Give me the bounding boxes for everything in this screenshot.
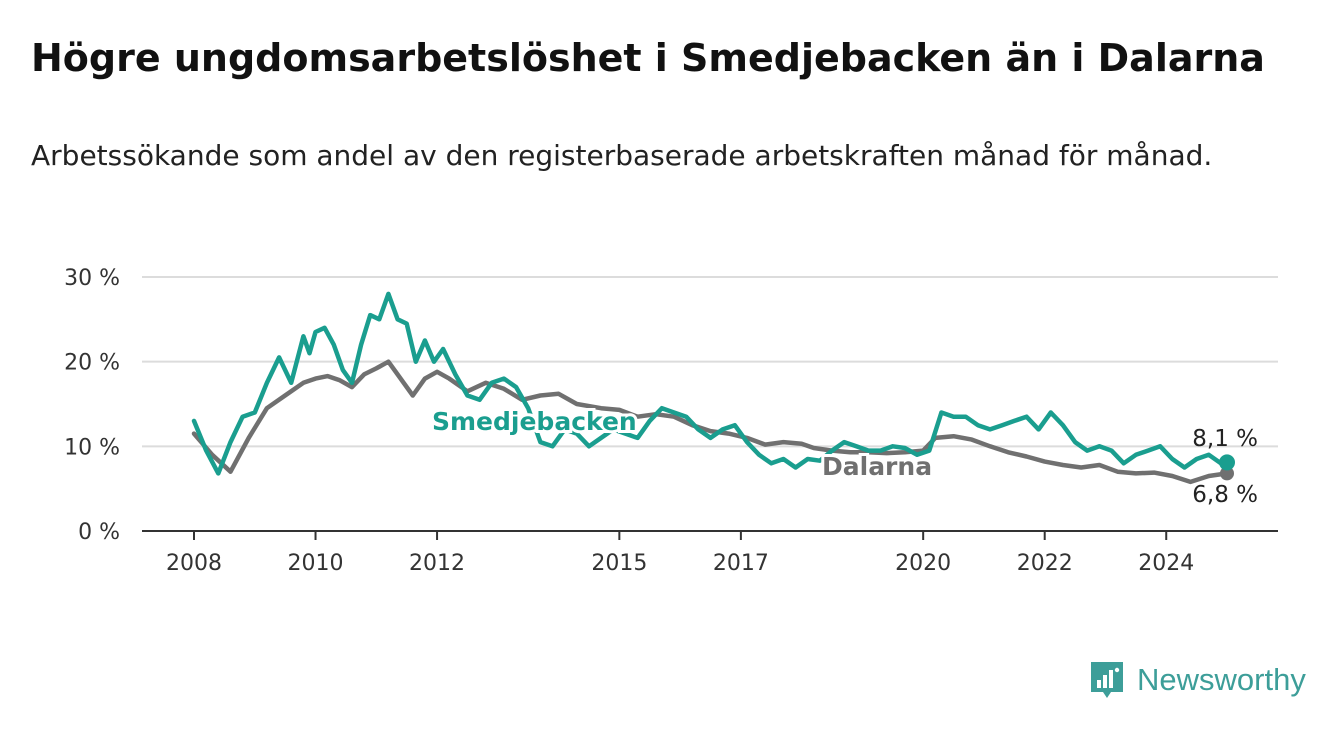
y-tick-label: 30 %	[64, 266, 120, 291]
x-tick-label: 2020	[895, 551, 951, 576]
end-value-label-dalarna: 6,8 %	[1192, 482, 1258, 508]
series-endpoint-smedjebacken	[1219, 454, 1235, 471]
x-tick-label: 2017	[713, 551, 769, 576]
series-endpoint-dalarna	[1220, 466, 1234, 481]
x-tick-label: 2024	[1138, 551, 1194, 576]
end-value-label-smedjebacken: 8,1 %	[1192, 426, 1258, 452]
series-label-dalarna: Dalarna	[822, 452, 932, 481]
x-tick-label: 2015	[591, 551, 647, 576]
chart-subtitle: Arbetssökande som andel av den registerb…	[31, 139, 1213, 172]
x-tick-label: 2012	[409, 551, 465, 576]
series-label-smedjebacken: Smedjebacken	[432, 407, 637, 436]
line-chart: 0 % 10 % 20 % 30 % 2008 2010 2012 2015 2017 2020 2…	[64, 266, 1278, 576]
brand-name: Newsworthy	[1137, 662, 1306, 697]
newsworthy-logo: Newsworthy	[1089, 660, 1306, 700]
newsworthy-logo-icon	[1091, 662, 1123, 698]
y-tick-label: 0 %	[78, 520, 120, 545]
x-tick-label: 2022	[1017, 551, 1073, 576]
series-line-dalarna	[191, 359, 1230, 485]
chart-title: Högre ungdomsarbetslöshet i Smedjebacken…	[31, 36, 1265, 80]
x-tick-label: 2008	[166, 551, 222, 576]
y-tick-label: 20 %	[64, 351, 120, 376]
x-tick-label: 2010	[288, 551, 344, 576]
y-tick-label: 10 %	[64, 435, 120, 460]
series-line-smedjebacken	[191, 291, 1230, 476]
